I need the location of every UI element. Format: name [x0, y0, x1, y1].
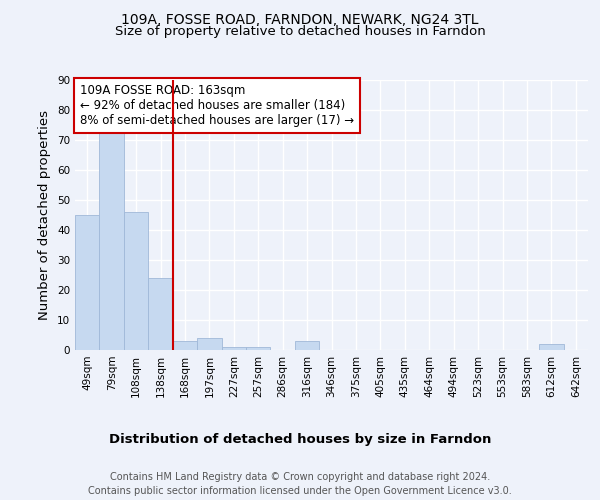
- Bar: [124, 212, 148, 350]
- Text: Distribution of detached houses by size in Farndon: Distribution of detached houses by size …: [109, 432, 491, 446]
- Text: Size of property relative to detached houses in Farndon: Size of property relative to detached ho…: [115, 25, 485, 38]
- Text: 109A, FOSSE ROAD, FARNDON, NEWARK, NG24 3TL: 109A, FOSSE ROAD, FARNDON, NEWARK, NG24 …: [121, 12, 479, 26]
- Bar: [173, 341, 197, 350]
- Bar: [295, 341, 319, 350]
- Bar: [221, 347, 246, 350]
- Bar: [75, 215, 100, 350]
- Bar: [100, 131, 124, 350]
- Bar: [197, 338, 221, 350]
- Bar: [539, 344, 563, 350]
- Bar: [148, 278, 173, 350]
- Text: 109A FOSSE ROAD: 163sqm
← 92% of detached houses are smaller (184)
8% of semi-de: 109A FOSSE ROAD: 163sqm ← 92% of detache…: [80, 84, 354, 127]
- Y-axis label: Number of detached properties: Number of detached properties: [38, 110, 52, 320]
- Text: Contains HM Land Registry data © Crown copyright and database right 2024.
Contai: Contains HM Land Registry data © Crown c…: [88, 472, 512, 496]
- Bar: [246, 347, 271, 350]
